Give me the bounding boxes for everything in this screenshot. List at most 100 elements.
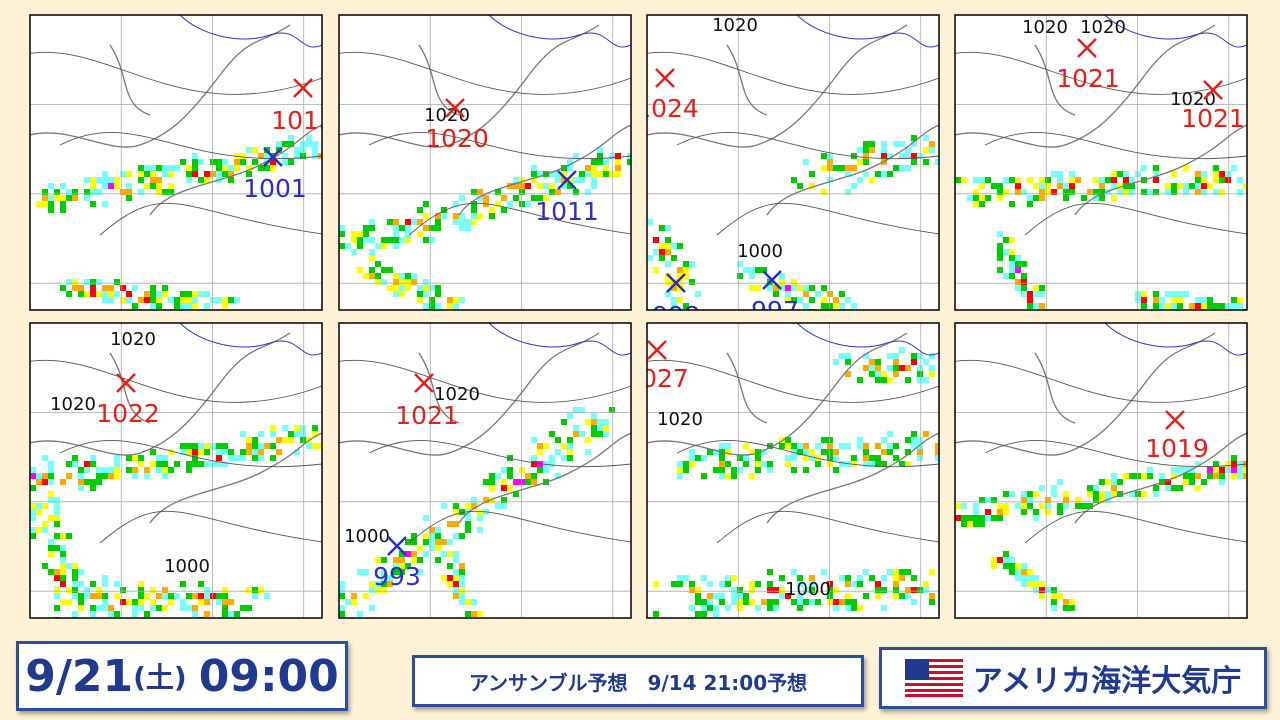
precip-cell	[991, 183, 997, 189]
panel-frame	[29, 322, 323, 619]
precip-cell	[809, 587, 815, 593]
precip-cell	[567, 183, 573, 189]
precip-cell	[501, 485, 507, 491]
precip-cell	[138, 605, 144, 611]
precip-cell	[911, 141, 917, 147]
precip-cell	[240, 605, 246, 611]
precip-cell	[210, 297, 216, 303]
precip-cell	[863, 147, 869, 153]
precip-cell	[755, 581, 761, 587]
precip-cell	[863, 353, 869, 359]
precip-cell	[330, 443, 336, 449]
precip-cell	[869, 371, 875, 377]
precip-cell	[1195, 297, 1201, 303]
precip-cell	[1015, 569, 1021, 575]
precip-cell	[459, 533, 465, 539]
precip-cell	[339, 593, 345, 599]
precip-cell	[300, 153, 306, 159]
precip-cell	[495, 189, 501, 195]
precip-cell	[887, 377, 893, 383]
precip-cell	[1075, 497, 1081, 503]
precip-cell	[459, 569, 465, 575]
precip-cell	[761, 461, 767, 467]
precip-cell	[48, 569, 54, 575]
precip-cell	[1039, 195, 1045, 201]
precip-cell	[531, 437, 537, 443]
precip-cell	[96, 593, 102, 599]
precip-cell	[1117, 171, 1123, 177]
precip-cell	[357, 569, 363, 575]
precip-cell	[893, 569, 899, 575]
precip-cell	[1213, 165, 1219, 171]
precip-cell	[114, 183, 120, 189]
precip-cell	[665, 243, 671, 249]
precip-cell	[869, 461, 875, 467]
precip-cell	[955, 177, 961, 183]
precip-cell	[84, 177, 90, 183]
precip-cell	[1057, 183, 1063, 189]
precip-cell	[477, 189, 483, 195]
precip-cell	[519, 177, 525, 183]
precip-cell	[447, 581, 453, 587]
precip-cell	[162, 605, 168, 611]
precip-cell	[1159, 473, 1165, 479]
precip-cell	[465, 515, 471, 521]
precip-cell	[48, 545, 54, 551]
precip-cell	[773, 285, 779, 291]
precip-cell	[72, 593, 78, 599]
precip-cell	[312, 443, 318, 449]
precip-cell	[369, 587, 375, 593]
precip-cell	[78, 599, 84, 605]
precip-cell	[985, 497, 991, 503]
precip-cell	[294, 147, 300, 153]
precip-cell	[869, 365, 875, 371]
precip-cell	[597, 431, 603, 437]
precip-cell	[459, 225, 465, 231]
precip-cell	[905, 593, 911, 599]
precip-cell	[393, 231, 399, 237]
precip-cell	[264, 443, 270, 449]
precip-cell	[1165, 485, 1171, 491]
precip-cell	[911, 443, 917, 449]
precip-cell	[441, 503, 447, 509]
precip-cell	[689, 279, 695, 285]
precip-cell	[393, 285, 399, 291]
precip-cell	[1033, 183, 1039, 189]
precip-cell	[78, 485, 84, 491]
precip-cell	[30, 533, 36, 539]
precip-cell	[150, 171, 156, 177]
precip-cell	[489, 213, 495, 219]
precip-cell	[917, 449, 923, 455]
precip-cell	[1045, 509, 1051, 515]
precip-cell	[429, 285, 435, 291]
precip-cell	[973, 509, 979, 515]
precip-cell	[435, 285, 441, 291]
precip-cell	[204, 587, 210, 593]
precip-cell	[216, 449, 222, 455]
precip-cell	[955, 515, 961, 521]
precip-cell	[893, 593, 899, 599]
precip-cell	[96, 467, 102, 473]
precip-cell	[863, 569, 869, 575]
precip-cell	[591, 165, 597, 171]
precip-cell	[108, 473, 114, 479]
precip-cell	[973, 177, 979, 183]
precip-cell	[369, 249, 375, 255]
precip-cell	[791, 569, 797, 575]
precip-cell	[399, 563, 405, 569]
precip-cell	[132, 605, 138, 611]
precip-cell	[36, 201, 42, 207]
precip-cell	[1213, 461, 1219, 467]
precip-cell	[270, 165, 276, 171]
forecast-box: アンサンブル予想 9/14 21:00予想	[412, 655, 864, 707]
precip-cell	[345, 243, 351, 249]
precip-cell	[405, 563, 411, 569]
precip-cell	[821, 437, 827, 443]
precip-cell	[573, 425, 579, 431]
precip-cell	[447, 297, 453, 303]
precip-cell	[911, 587, 917, 593]
precip-cell	[1195, 485, 1201, 491]
precip-cell	[345, 599, 351, 605]
precip-cell	[42, 201, 48, 207]
precip-cell	[615, 159, 621, 165]
